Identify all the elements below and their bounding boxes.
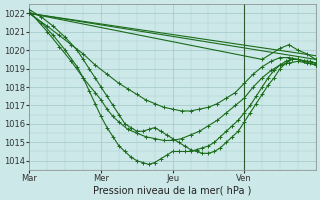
X-axis label: Pression niveau de la mer( hPa ): Pression niveau de la mer( hPa ) <box>93 186 252 196</box>
